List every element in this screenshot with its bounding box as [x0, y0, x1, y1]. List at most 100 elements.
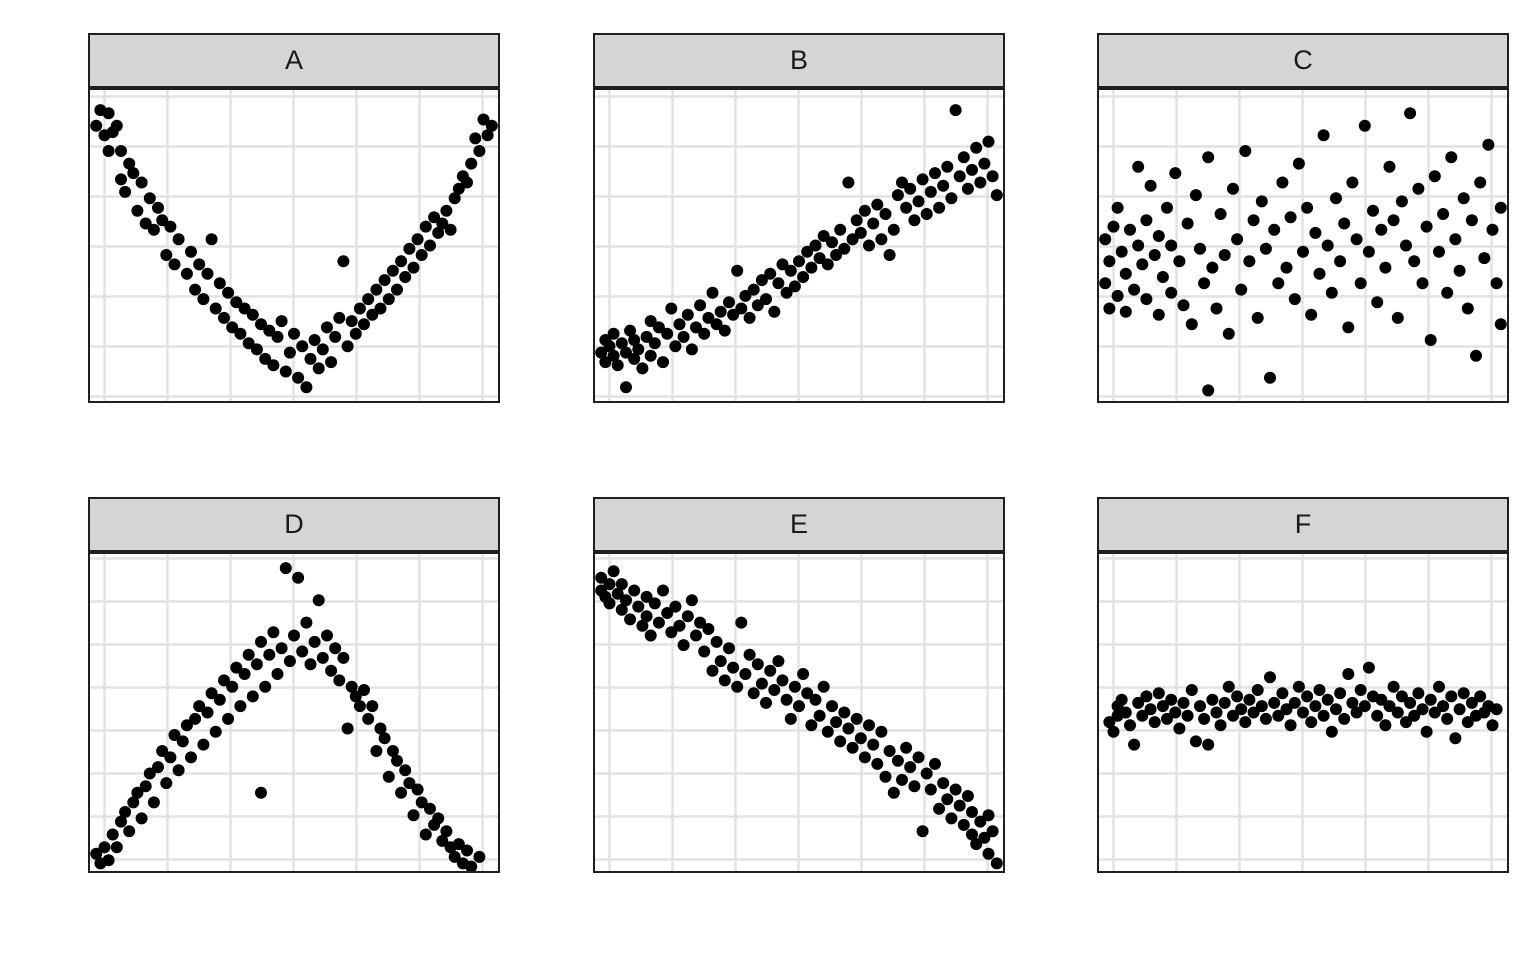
data-point [1342, 668, 1355, 680]
data-point [1330, 192, 1342, 205]
data-point [974, 815, 987, 828]
data-point [731, 264, 744, 277]
facet-label-e: E [789, 509, 808, 539]
data-point [1474, 176, 1487, 189]
data-point [883, 249, 896, 261]
data-point [887, 223, 900, 236]
data-point [246, 690, 259, 703]
data-point [1243, 693, 1256, 706]
data-point [628, 584, 641, 597]
data-point [1461, 716, 1474, 729]
data-point [407, 261, 420, 274]
data-point [391, 283, 403, 296]
data-point [304, 352, 317, 365]
data-point [308, 635, 321, 648]
data-point [1486, 719, 1499, 732]
data-point [933, 201, 946, 214]
data-point [904, 761, 917, 774]
data-point [1391, 311, 1404, 324]
data-point [1362, 661, 1375, 674]
data-point [809, 239, 822, 252]
data-point [143, 192, 156, 205]
data-point [1490, 277, 1503, 290]
data-point [628, 352, 641, 365]
data-point [1317, 129, 1330, 142]
data-point [821, 725, 834, 738]
data-point [1490, 703, 1503, 716]
data-point [1272, 709, 1285, 722]
data-point [702, 311, 715, 324]
facet-d: D [88, 497, 500, 873]
data-point [620, 594, 632, 607]
data-point [920, 767, 933, 780]
data-point [661, 327, 674, 340]
data-point [1259, 712, 1272, 725]
data-point [98, 841, 111, 854]
data-point [1169, 167, 1182, 180]
data-point [648, 597, 661, 610]
data-point [731, 680, 744, 693]
data-point [912, 751, 925, 764]
data-point [1297, 706, 1309, 719]
data-point [102, 854, 115, 867]
data-point [329, 330, 342, 343]
data-point [1235, 703, 1248, 716]
data-point [1391, 706, 1404, 719]
data-point [706, 286, 719, 299]
data-point [452, 182, 465, 195]
data-point [329, 642, 342, 655]
data-point [727, 661, 740, 674]
data-point [176, 735, 189, 748]
data-point [222, 712, 235, 725]
data-point [337, 255, 350, 268]
data-point [1383, 700, 1396, 713]
data-point [1494, 201, 1507, 214]
data-point [115, 145, 127, 157]
data-point [1441, 286, 1454, 299]
data-point [747, 283, 760, 296]
data-point [644, 315, 657, 328]
data-point [1301, 690, 1314, 703]
data-point [669, 600, 682, 613]
data-point [1358, 119, 1371, 132]
data-point [180, 267, 193, 280]
data-point [1346, 696, 1359, 709]
data-point [358, 684, 370, 696]
data-point [168, 258, 181, 271]
facet-a: A [88, 33, 500, 403]
data-point [1202, 384, 1215, 397]
data-point [961, 790, 974, 802]
data-point [690, 629, 702, 642]
data-point [119, 806, 132, 818]
data-point [395, 786, 408, 799]
data-point [1198, 277, 1211, 290]
data-point [739, 289, 752, 302]
facet-panel-f [1097, 552, 1509, 873]
data-point [826, 700, 838, 713]
data-point [1317, 709, 1330, 722]
data-point [374, 722, 387, 735]
data-point [1268, 223, 1281, 236]
data-point [681, 308, 694, 321]
data-point [1255, 700, 1268, 713]
data-point [957, 818, 970, 831]
data-point [908, 214, 921, 227]
data-point [743, 648, 756, 661]
data-point [1400, 239, 1412, 252]
data-point [312, 362, 325, 375]
data-point [242, 337, 255, 350]
data-point [1453, 264, 1466, 277]
data-point [1107, 725, 1120, 738]
data-point [185, 751, 197, 764]
data-point [966, 828, 978, 841]
data-point [185, 245, 197, 258]
data-point [966, 163, 978, 176]
data-point [399, 271, 412, 283]
data-point [1119, 706, 1132, 719]
data-point [292, 371, 305, 384]
data-point [197, 293, 210, 306]
data-point [222, 286, 235, 299]
data-point [1325, 286, 1338, 299]
data-point [1465, 214, 1478, 227]
